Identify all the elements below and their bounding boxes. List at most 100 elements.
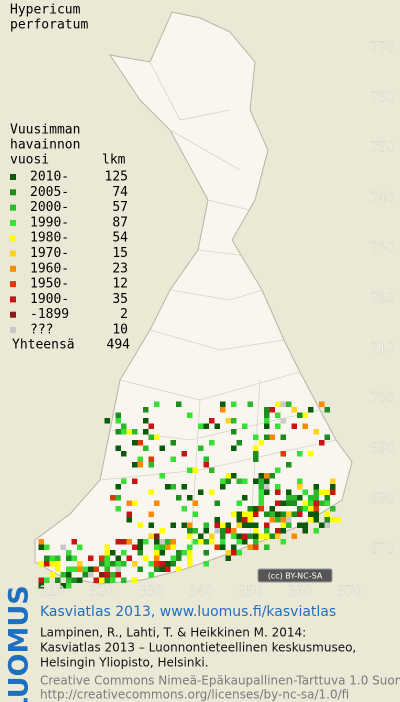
observation-square	[319, 522, 325, 528]
observation-square	[324, 407, 330, 413]
legend-label: 1970-	[30, 246, 69, 261]
observation-square	[231, 445, 237, 451]
grid-y-label: 770	[370, 41, 395, 56]
observation-square	[203, 456, 209, 462]
observation-square	[247, 522, 253, 528]
observation-square	[209, 418, 215, 424]
observation-square	[187, 412, 193, 418]
observation-square	[253, 533, 259, 539]
observation-square	[214, 544, 220, 550]
observation-square	[38, 583, 44, 589]
observation-square	[275, 401, 281, 407]
legend-count: 74	[112, 185, 128, 200]
observation-square	[148, 456, 154, 462]
observation-square	[82, 572, 88, 578]
legend-swatch	[10, 250, 16, 257]
observation-square	[247, 533, 253, 539]
observation-square	[330, 478, 336, 484]
observation-square	[44, 555, 50, 561]
observation-square	[192, 539, 198, 545]
observation-square	[132, 500, 138, 506]
observation-square	[198, 533, 204, 539]
observation-square	[192, 528, 198, 534]
observation-square	[324, 495, 330, 501]
observation-square	[220, 528, 226, 534]
observation-square	[269, 434, 275, 440]
observation-square	[302, 522, 308, 528]
observation-square	[275, 412, 281, 418]
observation-square	[280, 418, 286, 424]
observation-square	[302, 506, 308, 512]
observation-square	[159, 528, 165, 534]
observation-square	[220, 544, 226, 550]
observation-square	[126, 429, 132, 435]
observation-square	[236, 522, 242, 528]
observation-square	[148, 533, 154, 539]
grid-y-label: 700	[370, 391, 395, 406]
observation-square	[286, 489, 292, 495]
observation-square	[38, 539, 44, 545]
grid-x-label: 340	[188, 585, 213, 600]
observation-square	[214, 500, 220, 506]
observation-square	[154, 401, 160, 407]
observation-square	[143, 539, 149, 545]
observation-square	[203, 423, 209, 429]
observation-square	[110, 550, 116, 556]
observation-square	[110, 577, 116, 583]
observation-square	[137, 550, 143, 556]
observation-square	[253, 478, 259, 484]
observation-square	[264, 407, 270, 413]
observation-square	[225, 473, 231, 479]
observation-square	[66, 555, 72, 561]
observation-square	[220, 401, 226, 407]
observation-square	[93, 566, 99, 572]
legend-label: ???	[30, 323, 53, 338]
observation-square	[176, 550, 182, 556]
observation-square	[247, 511, 253, 517]
observation-square	[297, 412, 303, 418]
observation-square	[121, 478, 127, 484]
observation-square	[170, 544, 176, 550]
observation-square	[77, 577, 83, 583]
observation-square	[264, 528, 270, 534]
observation-square	[154, 539, 160, 545]
observation-square	[220, 533, 226, 539]
observation-square	[225, 522, 231, 528]
observation-square	[66, 566, 72, 572]
observation-square	[71, 539, 77, 545]
legend-count: 2	[120, 307, 128, 322]
observation-square	[231, 429, 237, 435]
observation-square	[253, 539, 259, 545]
observation-square	[176, 555, 182, 561]
observation-square	[247, 401, 253, 407]
observation-square	[132, 429, 138, 435]
observation-square	[198, 489, 204, 495]
observation-square	[187, 522, 193, 528]
observation-square	[137, 456, 143, 462]
observation-square	[291, 495, 297, 501]
observation-square	[181, 506, 187, 512]
legend-label: 2005-	[30, 185, 69, 200]
observation-square	[198, 423, 204, 429]
observation-square	[324, 434, 330, 440]
legend-label: 1980-	[30, 231, 69, 246]
observation-square	[49, 572, 55, 578]
observation-square	[280, 434, 286, 440]
observation-square	[242, 517, 248, 523]
legend-header: vuosi	[10, 153, 49, 168]
observation-square	[264, 412, 270, 418]
legend-swatch	[10, 265, 16, 272]
observation-square	[104, 550, 110, 556]
observation-square	[264, 544, 270, 550]
observation-square	[297, 484, 303, 490]
observation-square	[280, 517, 286, 523]
observation-square	[264, 511, 270, 517]
legend-count: 57	[112, 200, 128, 215]
legend-swatch	[10, 235, 16, 242]
observation-square	[335, 517, 341, 523]
observation-square	[258, 478, 264, 484]
observation-square	[192, 511, 198, 517]
observation-square	[170, 555, 176, 561]
observation-square	[137, 440, 143, 446]
